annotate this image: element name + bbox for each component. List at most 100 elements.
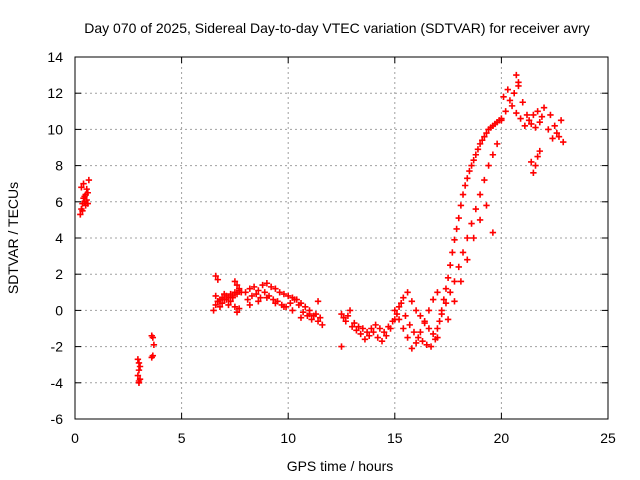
data-point: [425, 325, 433, 332]
data-point: [83, 185, 90, 193]
data-point: [244, 296, 251, 303]
data-point: [453, 225, 460, 233]
data-point: [498, 117, 505, 124]
data-point: [149, 352, 157, 359]
data-point: [370, 328, 377, 336]
data-point: [212, 272, 219, 280]
data-point: [528, 120, 535, 128]
data-point: [378, 337, 386, 345]
data-point: [280, 290, 288, 298]
data-point: [442, 299, 450, 307]
data-point: [342, 318, 349, 325]
data-point: [549, 135, 556, 142]
data-point: [432, 336, 439, 343]
data-point: [502, 108, 509, 115]
data-point: [312, 310, 320, 318]
data-point: [408, 345, 416, 352]
data-point: [470, 234, 477, 242]
data-point: [291, 296, 298, 303]
data-point: [348, 323, 356, 330]
data-points: [77, 71, 567, 386]
data-point: [221, 290, 228, 298]
data-point: [338, 310, 345, 318]
data-point: [253, 290, 260, 298]
data-point: [84, 200, 91, 207]
data-point: [451, 236, 458, 244]
data-point: [472, 151, 480, 158]
data-point: [510, 90, 518, 97]
data-point: [410, 328, 418, 336]
data-point: [449, 249, 456, 256]
data-point: [78, 184, 85, 191]
y-tick-label: -4: [51, 375, 64, 391]
data-point: [374, 334, 381, 341]
y-tick-label: -2: [51, 339, 64, 355]
y-axis-label: SDTVAR / TECUs: [5, 182, 21, 294]
data-point: [272, 285, 279, 292]
data-point: [77, 211, 84, 218]
data-point: [434, 289, 441, 296]
data-point: [538, 113, 546, 120]
data-point: [214, 276, 222, 283]
data-point: [250, 283, 258, 291]
data-point: [504, 86, 511, 93]
data-point: [536, 147, 543, 155]
data-point: [536, 118, 543, 126]
data-point: [233, 290, 241, 298]
data-point: [423, 341, 430, 348]
data-point: [368, 325, 375, 332]
data-point: [272, 299, 279, 307]
data-point: [210, 307, 217, 314]
data-point: [231, 303, 239, 310]
data-point: [508, 102, 516, 110]
data-point: [476, 191, 484, 198]
data-point: [259, 281, 266, 289]
data-point: [299, 309, 307, 316]
data-point: [380, 328, 388, 336]
data-point: [257, 294, 264, 301]
y-tick-label: 10: [47, 121, 63, 137]
x-tick-labels: 0 5 10 15 20 25: [71, 430, 616, 446]
data-point: [314, 298, 322, 305]
data-point: [79, 207, 86, 215]
data-point: [406, 321, 413, 329]
data-point: [255, 298, 262, 305]
data-point: [135, 359, 143, 367]
data-point: [404, 334, 411, 341]
data-point: [319, 321, 326, 329]
y-tick-label: 8: [55, 158, 63, 174]
data-point: [391, 307, 398, 314]
x-tick-label: 0: [71, 430, 79, 446]
data-point: [464, 256, 471, 263]
data-point: [135, 379, 143, 386]
data-point: [338, 343, 345, 350]
data-point: [525, 117, 533, 124]
data-point: [316, 314, 324, 321]
data-point: [346, 307, 354, 314]
data-point: [470, 156, 477, 164]
data-point: [225, 301, 232, 309]
data-point: [528, 158, 535, 166]
data-point: [363, 328, 371, 336]
y-tick-label: 12: [47, 85, 63, 101]
y-tick-label: 6: [55, 194, 63, 210]
data-point: [438, 310, 445, 318]
data-point: [393, 310, 401, 318]
data-point: [267, 283, 275, 291]
x-tick-label: 15: [387, 430, 403, 446]
data-point: [287, 299, 294, 307]
data-point: [425, 307, 433, 314]
data-point: [135, 366, 143, 374]
data-point: [551, 122, 558, 129]
data-point: [485, 162, 492, 169]
data-point: [532, 162, 539, 169]
data-point: [83, 196, 90, 204]
data-point: [285, 292, 292, 300]
data-point: [306, 310, 313, 318]
data-point: [540, 104, 548, 111]
data-point: [402, 312, 409, 320]
data-point: [451, 278, 458, 285]
data-point: [547, 111, 554, 119]
data-point: [415, 334, 422, 341]
